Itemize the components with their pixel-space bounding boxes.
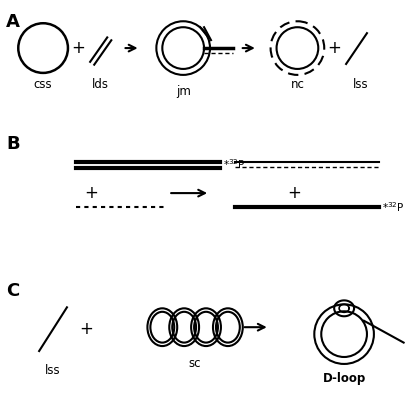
Text: +: + [79, 320, 93, 338]
Text: lss: lss [45, 364, 61, 377]
Text: $*^{32}$P: $*^{32}$P [382, 200, 404, 214]
Text: +: + [84, 184, 98, 202]
Text: D-loop: D-loop [323, 372, 366, 385]
Text: lds: lds [92, 78, 109, 91]
Text: B: B [6, 135, 20, 154]
Text: nc: nc [291, 78, 304, 91]
Text: C: C [6, 283, 20, 300]
Text: +: + [288, 184, 302, 202]
Text: css: css [34, 78, 52, 91]
Text: A: A [6, 13, 20, 31]
Text: $*^{32}$P: $*^{32}$P [223, 157, 246, 171]
Text: lss: lss [353, 78, 369, 91]
Text: +: + [71, 39, 85, 57]
Text: +: + [327, 39, 341, 57]
Text: sc: sc [189, 357, 201, 370]
Text: jm: jm [176, 85, 191, 98]
